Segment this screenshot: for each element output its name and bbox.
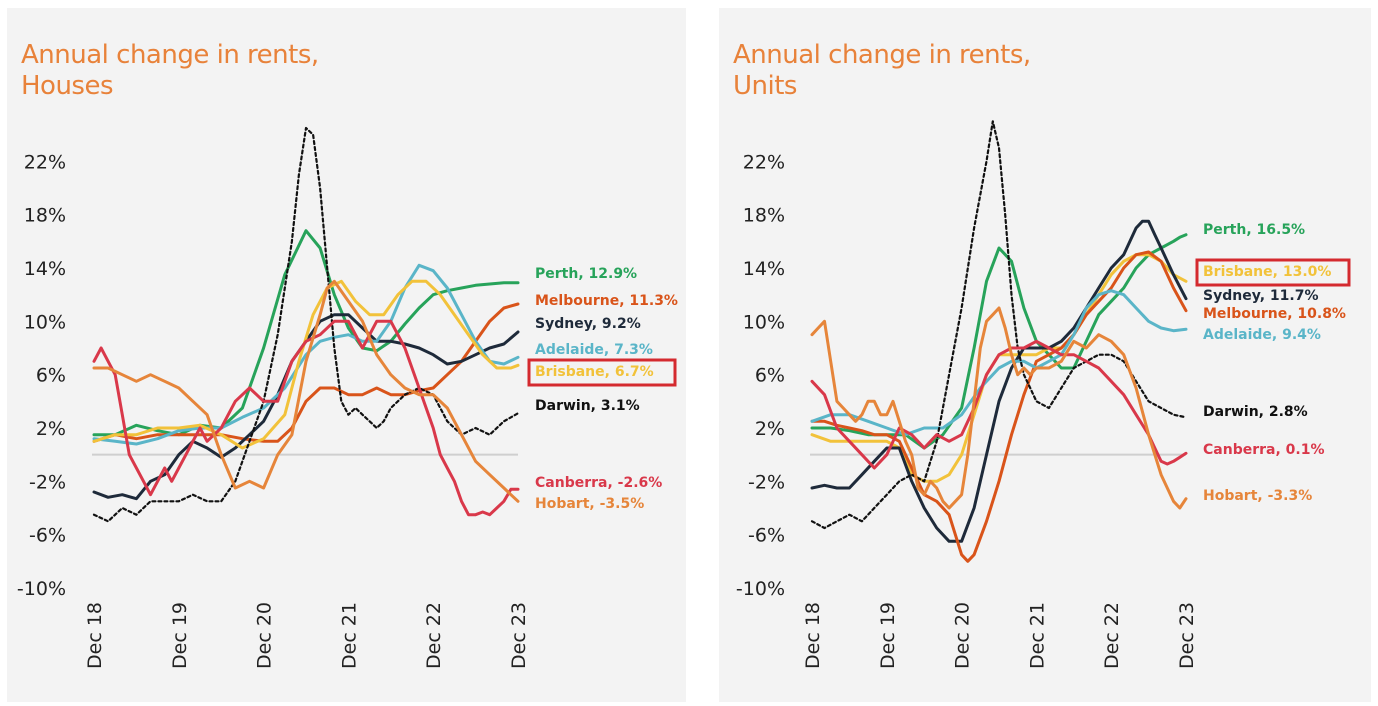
y-tick-label: 14%: [24, 258, 66, 280]
chart-title-line2: Units: [733, 71, 797, 101]
series-end-label-darwin: Darwin, 3.1%: [535, 398, 640, 414]
series-end-label-brisbane: Brisbane, 6.7%: [535, 364, 654, 380]
x-tick-label: Dec 22: [1101, 602, 1123, 669]
series-end-label-melbourne: Melbourne, 10.8%: [1203, 306, 1346, 322]
y-tick-label: 10%: [24, 311, 66, 333]
y-tick-label: 6%: [36, 365, 66, 387]
y-tick-label: 6%: [755, 365, 785, 387]
series-end-label-canberra: Canberra, -2.6%: [535, 475, 662, 491]
series-end-label-perth: Perth, 12.9%: [535, 266, 637, 282]
series-line-melbourne: [92, 302, 520, 443]
y-tick-label: -10%: [17, 578, 66, 600]
x-tick-label: Dec 20: [952, 602, 974, 669]
chart-title-line1: Annual change in rents,: [21, 40, 319, 70]
chart-panel-houses: Annual change in rents, Houses 22% 18% 14%…: [7, 8, 686, 702]
y-tick-label: 2%: [755, 418, 785, 440]
highlight-box: [1195, 258, 1351, 287]
y-tick-label: 14%: [743, 258, 785, 280]
chart-panel-units: Annual change in rents, Units 22% 18% 14% 1…: [719, 8, 1371, 702]
y-tick-label: -2%: [748, 471, 785, 493]
series-end-label-canberra: Canberra, 0.1%: [1203, 442, 1324, 458]
series-line-darwin: [810, 120, 1188, 530]
y-tick-label: 18%: [24, 205, 66, 227]
x-tick-label: Dec 18: [84, 602, 106, 669]
chart-title: Annual change in rents, Units: [733, 40, 1031, 102]
series-line-darwin: [92, 126, 520, 523]
y-tick-label: 22%: [24, 151, 66, 173]
y-tick-label: -6%: [748, 525, 785, 547]
series-end-label-adelaide: Adelaide, 9.4%: [1203, 327, 1321, 343]
y-tick-label: -6%: [29, 525, 66, 547]
x-tick-label: Dec 19: [169, 602, 191, 669]
x-tick-label: Dec 21: [1026, 602, 1048, 669]
series-line-adelaide: [810, 289, 1188, 437]
chart-houses: 22% 18% 14% 10% 6% 2% -2% -6% -10% Dec 18 Dec 19 De…: [17, 126, 678, 669]
series-line-brisbane: [92, 279, 520, 450]
series-line-adelaide: [92, 263, 520, 446]
highlight-box: [527, 358, 677, 387]
y-tick-label: 2%: [36, 418, 66, 440]
series-end-label-adelaide: Adelaide, 7.3%: [535, 342, 653, 358]
x-tick-label: Dec 23: [508, 602, 530, 669]
series-end-label-sydney: Sydney, 11.7%: [1203, 288, 1319, 304]
series-end-label-brisbane: Brisbane, 13.0%: [1203, 264, 1331, 280]
x-tick-label: Dec 20: [254, 602, 276, 669]
y-tick-label: 18%: [743, 205, 785, 227]
series-line-canberra: [92, 319, 520, 517]
series-line-hobart: [810, 306, 1188, 510]
series-line-hobart: [92, 279, 520, 503]
series-end-label-hobart: Hobart, -3.5%: [535, 496, 644, 512]
y-tick-label: 22%: [743, 151, 785, 173]
chart-title-line1: Annual change in rents,: [733, 40, 1031, 70]
x-tick-label: Dec 21: [338, 602, 360, 669]
series-line-melbourne: [810, 250, 1188, 563]
x-tick-label: Dec 19: [877, 602, 899, 669]
series-line-perth: [810, 233, 1188, 450]
series-end-label-melbourne: Melbourne, 11.3%: [535, 293, 678, 309]
chart-units: 22% 18% 14% 10% 6% 2% -2% -6% -10% Dec 18 Dec 19 De…: [736, 120, 1351, 669]
series-line-perth: [92, 229, 520, 437]
series-end-label-darwin: Darwin, 2.8%: [1203, 404, 1308, 420]
chart-title: Annual change in rents, Houses: [21, 40, 319, 102]
series-end-label-hobart: Hobart, -3.3%: [1203, 488, 1312, 504]
y-tick-label: 10%: [743, 311, 785, 333]
series-end-label-sydney: Sydney, 9.2%: [535, 316, 641, 332]
y-tick-label: -10%: [736, 578, 785, 600]
series-line-sydney: [810, 219, 1188, 543]
y-tick-label: -2%: [29, 471, 66, 493]
x-tick-label: Dec 22: [423, 602, 445, 669]
series-end-label-perth: Perth, 16.5%: [1203, 222, 1305, 238]
chart-title-line2: Houses: [21, 71, 114, 101]
x-tick-label: Dec 18: [802, 602, 824, 669]
x-tick-label: Dec 23: [1176, 602, 1198, 669]
